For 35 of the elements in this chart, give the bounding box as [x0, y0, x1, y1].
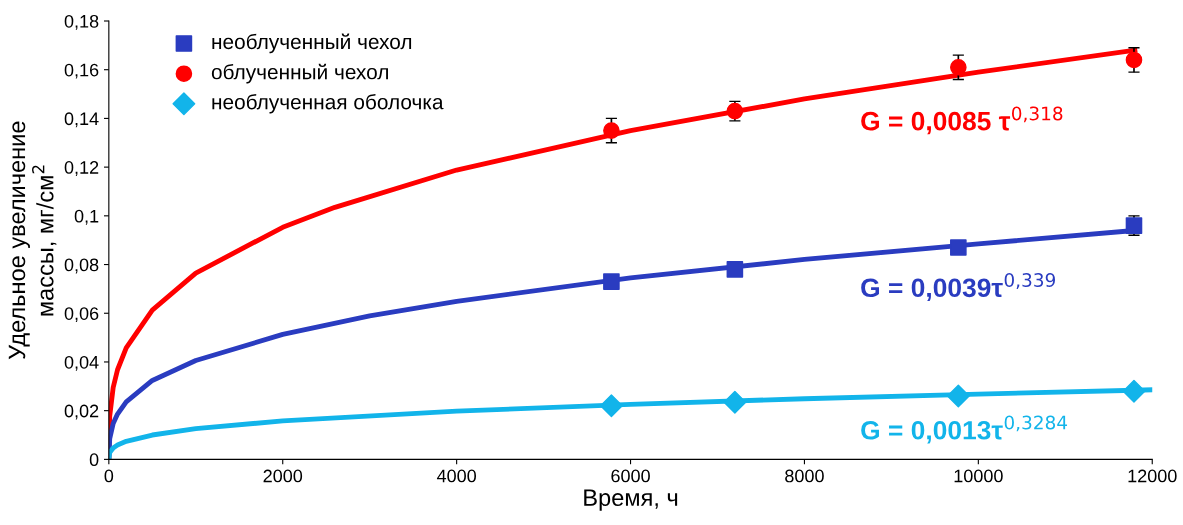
point: [1122, 379, 1146, 403]
legend-label: необлученный чехол: [212, 33, 412, 54]
y-tick-label: 0,04: [64, 355, 99, 371]
annotation: G = 0,0085 τ$^{0,318}$: [861, 106, 1063, 135]
point: [603, 122, 620, 139]
y-tick-label: 0,12: [64, 161, 99, 176]
point: [950, 58, 967, 76]
point: [1125, 51, 1143, 69]
x-tick-label: 6000: [611, 469, 650, 483]
x-axis-title: Время, ч: [584, 489, 678, 511]
x-tick-label: 12000: [1128, 469, 1177, 483]
annotation: G = 0,0039τ$^{0,339}$: [861, 273, 1056, 301]
point: [599, 394, 623, 418]
y-tick-label: 0,1: [74, 209, 99, 225]
point: [726, 261, 744, 278]
y-tick-label: 0,14: [64, 112, 99, 128]
x-tick-label: 8000: [785, 469, 824, 483]
x-tick-label: 2000: [263, 469, 303, 483]
legend-label: облученный чехол: [211, 63, 388, 84]
x-tick-label: 10000: [954, 469, 1003, 483]
y-tick-label: 0,18: [64, 14, 99, 30]
y-tick-label: 0,02: [64, 404, 99, 420]
y-tick-label: 0,06: [64, 307, 99, 323]
y-axis-title: Удельное увеличение массы, мг/см$^{2}$: [8, 121, 57, 360]
point: [946, 384, 970, 408]
x-tick-label: 4000: [436, 469, 477, 483]
point: [603, 273, 620, 290]
y-tick-label: 0,16: [64, 63, 99, 79]
x-tick-label: 0: [104, 469, 114, 483]
annotation: G = 0,0013τ$^{0,3284}$: [861, 415, 1068, 444]
y-tick-label: 0: [89, 453, 99, 467]
point: [723, 390, 747, 414]
y-tick-label: 0,08: [64, 258, 99, 274]
point: [950, 239, 967, 256]
legend-label: необлученная оболочка: [212, 93, 444, 114]
